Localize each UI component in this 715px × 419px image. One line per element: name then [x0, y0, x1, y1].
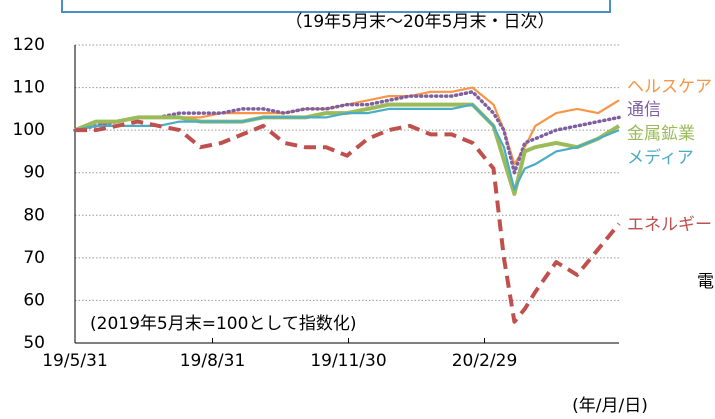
subtitle: （19年5月末～20年5月末・日次） [286, 12, 555, 32]
x-tick-label: 19/8/31 [180, 351, 246, 371]
y-tick-label: 60 [23, 290, 45, 310]
legend-label: 金属鉱業 [627, 124, 695, 144]
legend-label: エネルギー [627, 215, 712, 235]
series-line [74, 102, 621, 196]
series-line [74, 103, 620, 191]
y-tick-label: 90 [23, 163, 45, 183]
x-tick-label: 19/11/30 [310, 351, 386, 371]
y-tick-label: 100 [13, 120, 45, 140]
annotation: 電 [697, 272, 714, 292]
legend-label: メディア [627, 147, 694, 168]
y-tick-label: 120 [13, 35, 45, 55]
y-tick-label: 110 [13, 78, 45, 98]
y-tick-label: 50 [23, 333, 45, 353]
x-tick-label: 20/2/29 [452, 351, 518, 371]
legend-label: ヘルスケア [627, 77, 712, 97]
x-tick-label: 19/5/31 [42, 351, 108, 371]
title-box [61, 0, 611, 13]
series-line [73, 90, 621, 175]
annotation: (年/月/日) [572, 396, 648, 416]
series-line [75, 119, 621, 324]
annotation: (2019年5月末=100として指数化) [90, 314, 357, 334]
y-tick-label: 80 [23, 205, 45, 225]
legend-label: 通信 [627, 100, 661, 120]
y-tick-label: 70 [23, 248, 45, 268]
